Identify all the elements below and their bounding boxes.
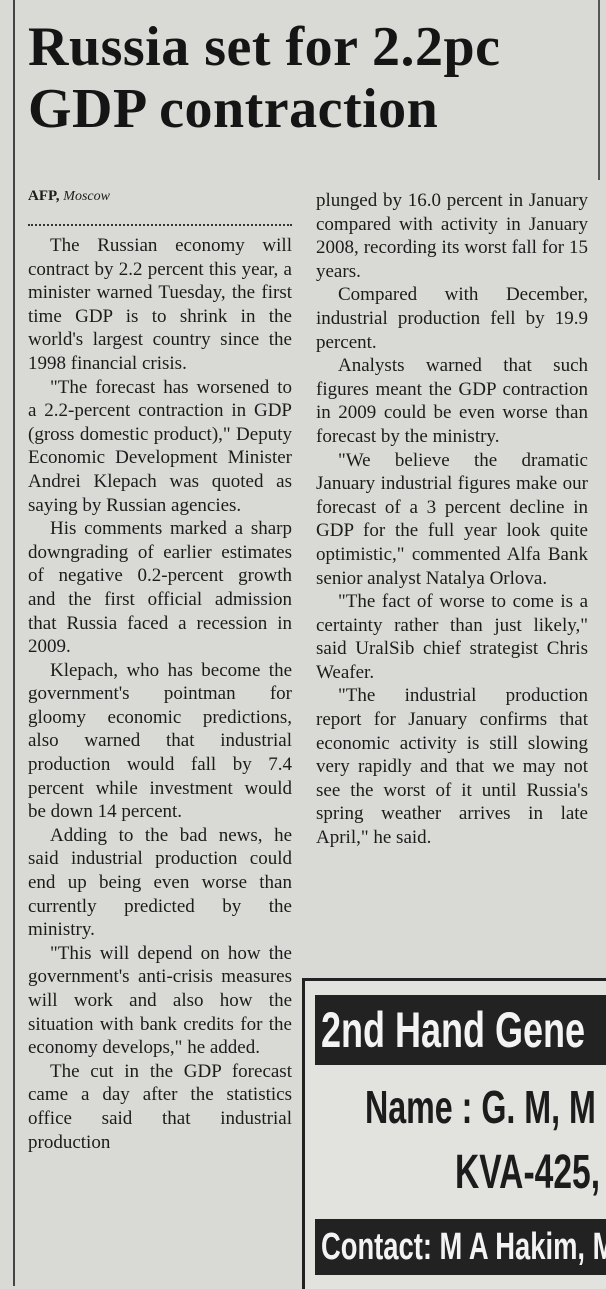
paragraph: Klepach, who has become the government's… bbox=[28, 659, 292, 823]
paragraph: "This will depend on how the government'… bbox=[28, 942, 292, 1059]
headline: Russia set for 2.2pc GDP contraction bbox=[28, 16, 501, 140]
paragraph: The Russian economy will contract by 2.2… bbox=[28, 235, 292, 374]
paragraph: "The fact of worse to come is a certaint… bbox=[316, 591, 588, 683]
ad-rating: KVA-425, bbox=[455, 1146, 601, 1199]
agency: AFP, bbox=[28, 188, 60, 204]
byline: AFP, Moscow bbox=[28, 188, 110, 205]
paragraph: Adding to the bad news, he said industri… bbox=[28, 824, 292, 941]
paragraph: "We believe the dramatic January industr… bbox=[316, 449, 588, 589]
paragraph: His comments marked a sharp downgrading … bbox=[28, 518, 292, 658]
ad-contact: Contact: M A Hakim, M bbox=[321, 1226, 606, 1268]
text-column: The Russian economy will contract by 2.2… bbox=[28, 234, 292, 1154]
ad-contact-band: Contact: M A Hakim, M bbox=[315, 1219, 606, 1275]
paragraph: Analysts warned that such figures meant … bbox=[316, 355, 588, 447]
paragraph: plunged by 16.0 percent in January compa… bbox=[316, 190, 588, 282]
paragraph: Compared with December, industrial produ… bbox=[316, 284, 588, 353]
ad-name: Name : G. M, M bbox=[365, 1081, 596, 1133]
text-column: plunged by 16.0 percent in January compa… bbox=[316, 189, 588, 850]
column-rule bbox=[598, 0, 600, 180]
ad-heading-band: 2nd Hand Gene bbox=[315, 995, 606, 1065]
advertisement: 2nd Hand Gene Name : G. M, M KVA-425, Co… bbox=[302, 978, 606, 1289]
paragraph: "The industrial production report for Ja… bbox=[316, 685, 588, 849]
column-rule bbox=[13, 0, 15, 1286]
paragraph: "The forecast has worsened to a 2.2-perc… bbox=[28, 376, 292, 516]
divider bbox=[28, 224, 292, 226]
ad-heading: 2nd Hand Gene bbox=[321, 1002, 586, 1058]
paragraph: The cut in the GDP forecast came a day a… bbox=[28, 1060, 292, 1153]
dateline: Moscow bbox=[63, 189, 110, 204]
